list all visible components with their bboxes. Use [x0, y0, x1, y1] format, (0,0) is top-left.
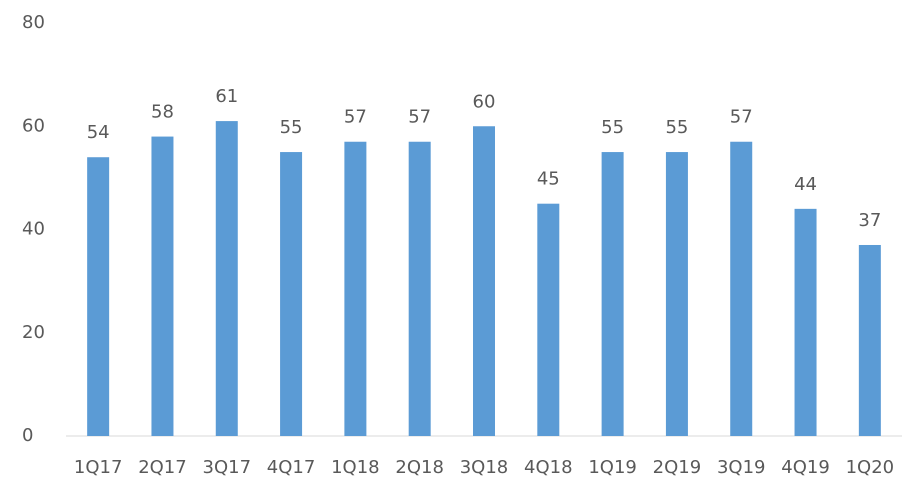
x-tick-label: 2Q18: [395, 457, 444, 478]
bar: [151, 136, 174, 436]
x-tick-label: 3Q19: [717, 457, 766, 478]
bar: [537, 203, 560, 436]
x-tick-label: 1Q20: [846, 457, 895, 478]
bar: [473, 126, 495, 436]
x-tick-label: 3Q17: [203, 457, 252, 478]
data-label: 60: [473, 91, 496, 112]
data-label: 55: [280, 117, 303, 138]
data-label: 44: [794, 174, 817, 195]
bar: [601, 152, 624, 436]
bar: [858, 244, 881, 436]
bar: [280, 152, 303, 436]
y-tick-label: 80: [22, 12, 45, 33]
data-label: 55: [665, 117, 688, 138]
x-tick-label: 2Q17: [138, 457, 187, 478]
x-tick-label: 2Q19: [653, 457, 702, 478]
y-tick-label: 0: [22, 425, 33, 446]
bar: [215, 121, 238, 437]
y-tick-label: 20: [22, 322, 45, 343]
data-label: 55: [601, 117, 624, 138]
y-tick-label: 60: [22, 115, 45, 136]
bar: [408, 141, 431, 437]
data-label: 57: [344, 107, 367, 128]
bar: [665, 152, 688, 436]
y-tick-label: 40: [22, 219, 45, 240]
bar: [87, 157, 110, 436]
x-tick-label: 4Q19: [781, 457, 830, 478]
x-tick-label: 1Q18: [331, 457, 380, 478]
x-tick-label: 1Q17: [74, 457, 123, 478]
data-label: 57: [730, 107, 753, 128]
bar: [730, 141, 753, 437]
bar: [794, 208, 817, 436]
data-label: 45: [537, 169, 560, 190]
x-tick-label: 4Q18: [524, 457, 573, 478]
x-tick-label: 3Q18: [460, 457, 509, 478]
data-label: 57: [408, 107, 431, 128]
x-tick-label: 1Q19: [588, 457, 637, 478]
data-label: 54: [87, 122, 110, 143]
bar: [344, 141, 367, 437]
x-tick-label: 4Q17: [267, 457, 316, 478]
data-label: 37: [858, 210, 881, 231]
data-label: 58: [151, 102, 174, 123]
data-label: 61: [215, 86, 238, 107]
